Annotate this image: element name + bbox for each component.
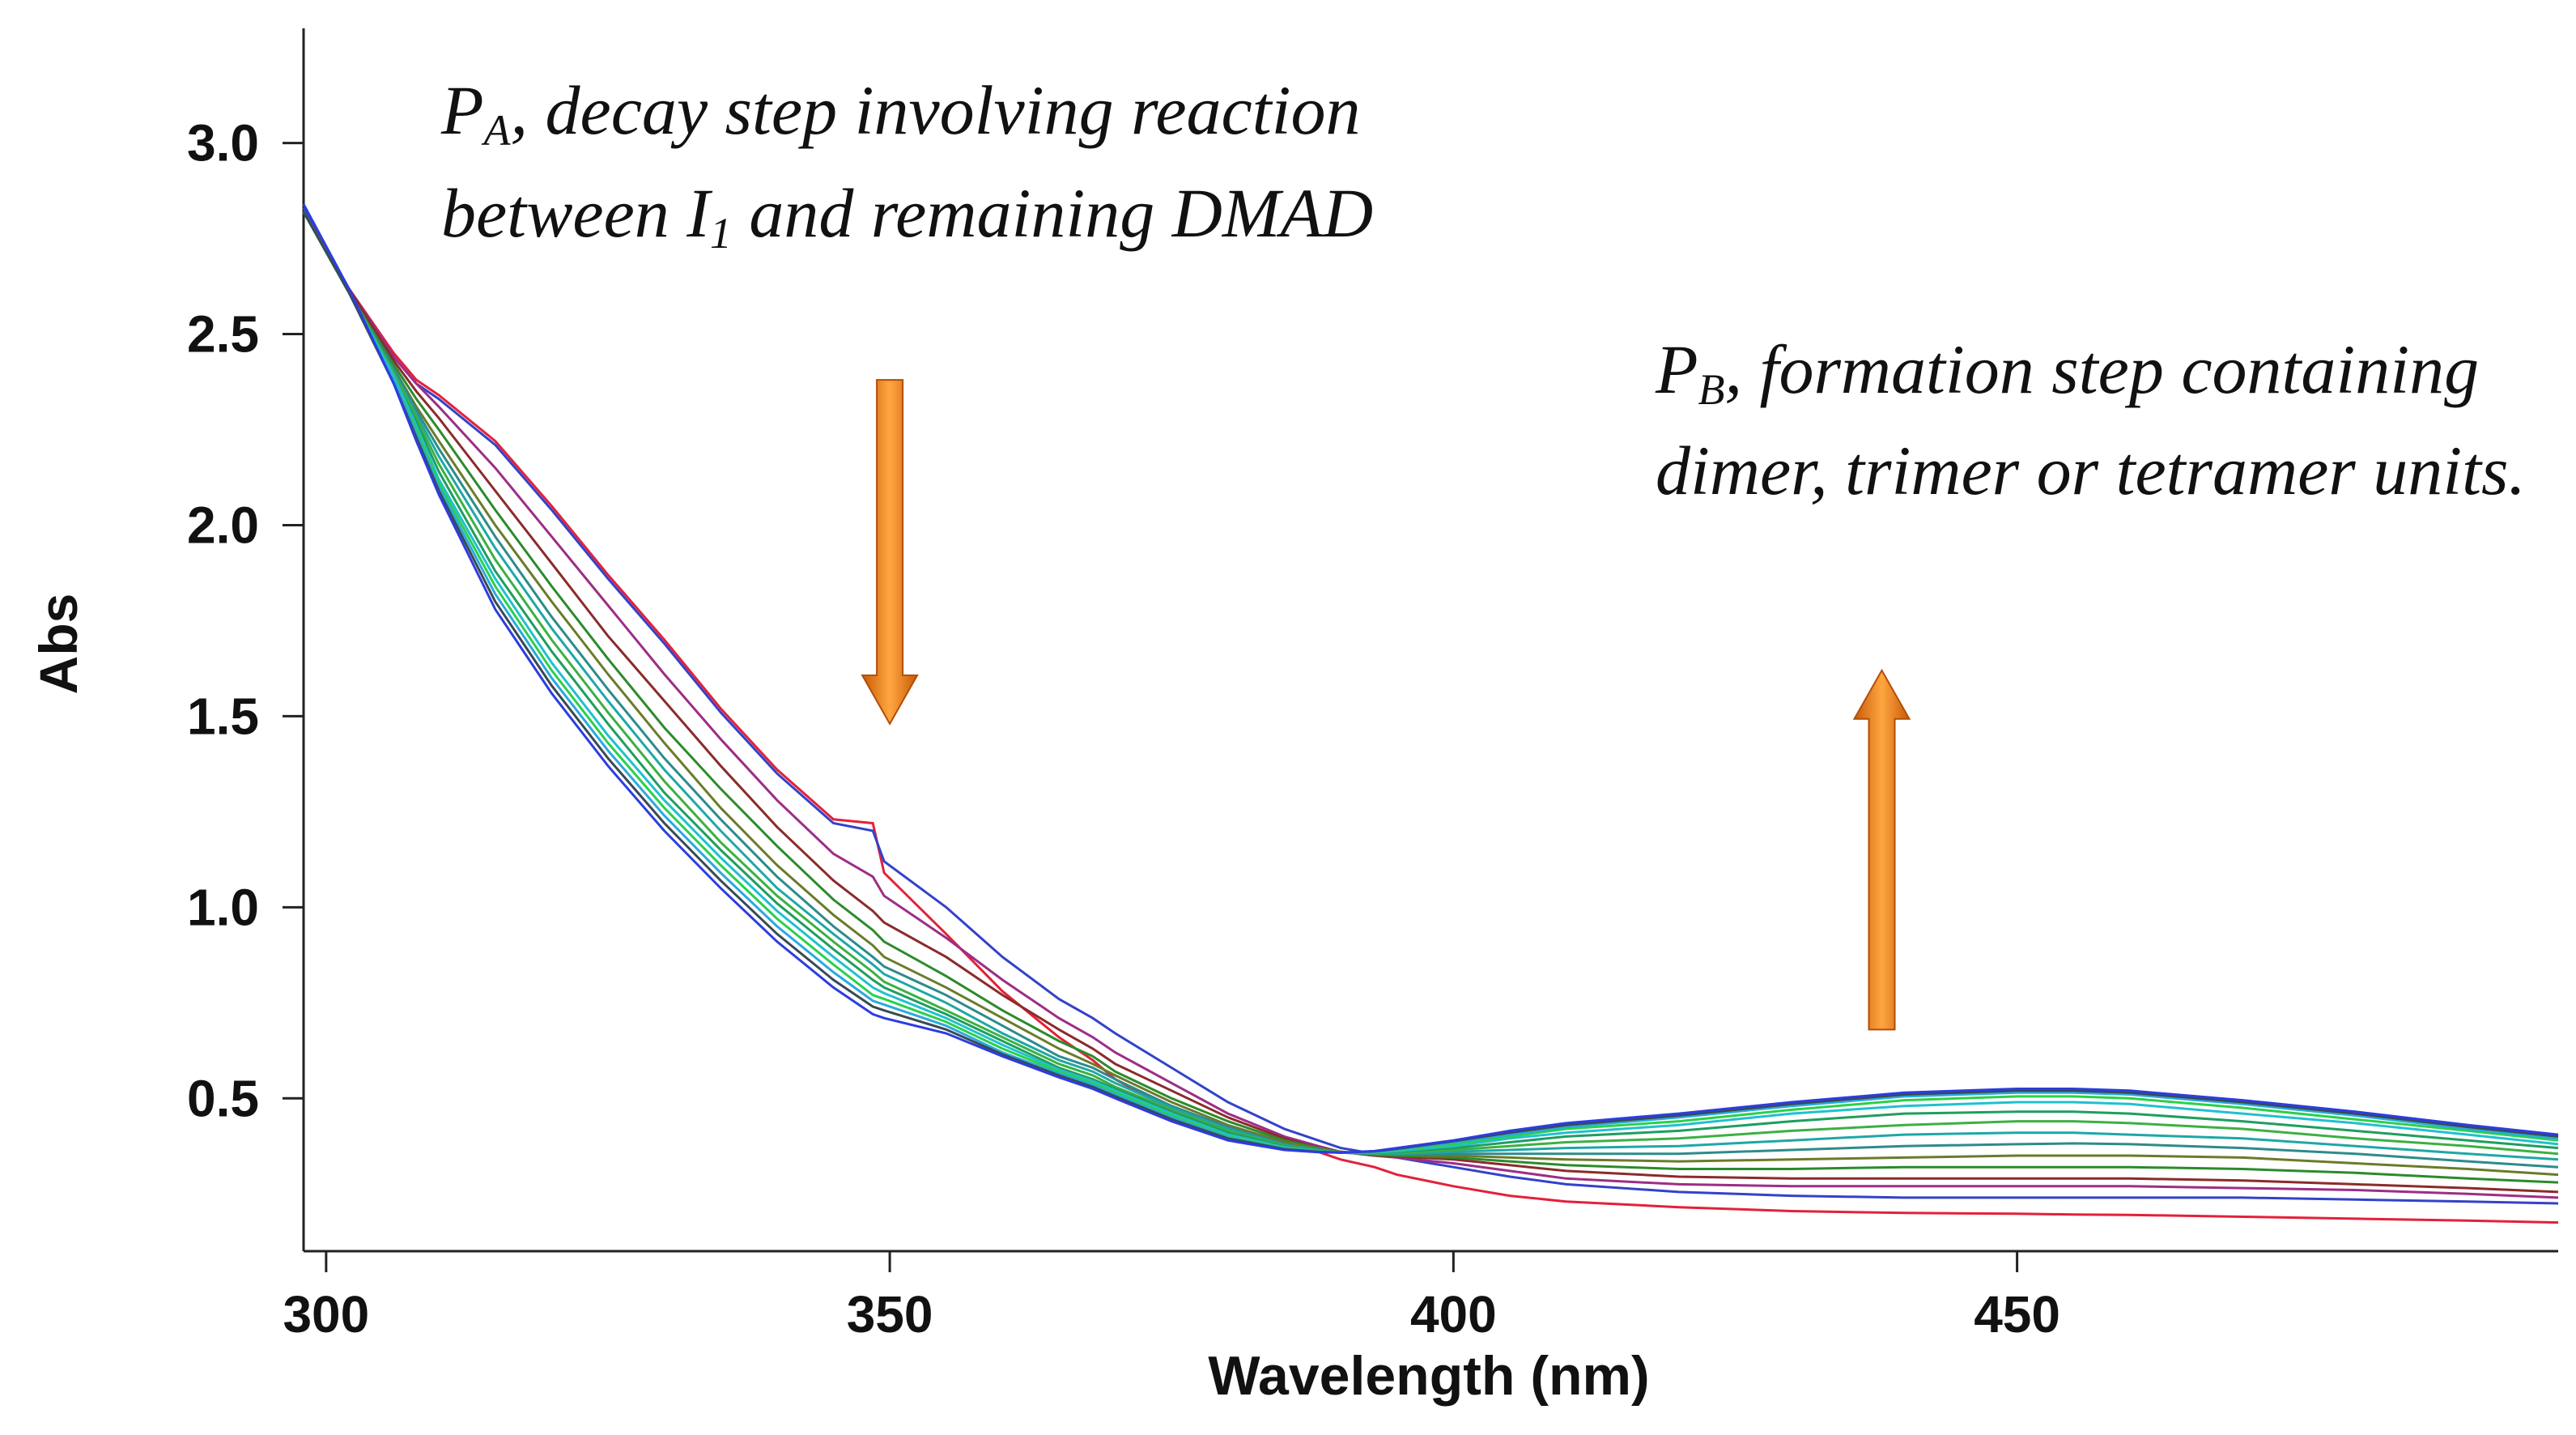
annotation-line: between I1 and remaining DMAD bbox=[441, 174, 1373, 258]
y-axis-title: Abs bbox=[28, 594, 88, 695]
annotation-subscript: 1 bbox=[710, 209, 732, 258]
series-line-t10 bbox=[302, 211, 2559, 1154]
annotation-line: PB, formation step containing bbox=[1655, 330, 2479, 414]
x-tick-label: 350 bbox=[847, 1285, 933, 1343]
series-line-t5 bbox=[302, 211, 2559, 1177]
series-line-t2 bbox=[302, 211, 2559, 1199]
series-line-t14 bbox=[302, 203, 2559, 1154]
annotation-subscript: A bbox=[482, 106, 512, 155]
x-tick-label: 300 bbox=[283, 1285, 369, 1343]
series-line-t1 bbox=[302, 207, 2559, 1205]
y-tick-label: 1.0 bbox=[187, 878, 259, 936]
axes bbox=[302, 28, 2558, 1253]
decay-arrow bbox=[861, 379, 919, 726]
annotation-text: , decay step involving reaction bbox=[511, 71, 1361, 149]
series-line-t4 bbox=[302, 211, 2559, 1184]
x-ticks: 300 350 400 450 bbox=[283, 1251, 2060, 1343]
y-tick-label: 2.0 bbox=[187, 496, 259, 554]
x-tick-label: 400 bbox=[1410, 1285, 1497, 1343]
annotation-text: between I bbox=[441, 174, 712, 252]
series-line-t9 bbox=[302, 211, 2559, 1155]
x-axis-title: Wavelength (nm) bbox=[1208, 1345, 1649, 1407]
y-tick-label: 2.5 bbox=[187, 305, 259, 364]
series-line-t8 bbox=[302, 211, 2559, 1156]
series-line-t11 bbox=[302, 211, 2559, 1154]
annotation-pa: PA, decay step involving reaction between… bbox=[440, 71, 1373, 258]
arrows bbox=[861, 379, 1911, 1031]
spectra bbox=[302, 203, 2559, 1224]
y-ticks: 0.5 1.0 1.5 2.0 2.5 3.0 bbox=[187, 114, 304, 1127]
y-tick-label: 1.5 bbox=[187, 687, 259, 745]
annotation-pb: PB, formation step containing dimer, trim… bbox=[1655, 330, 2526, 509]
annotation-text: P bbox=[440, 71, 484, 149]
annotation-subscript: B bbox=[1698, 365, 1725, 414]
series-line-t6 bbox=[302, 211, 2559, 1169]
series-line-t3 bbox=[302, 211, 2559, 1194]
x-tick-label: 450 bbox=[1974, 1285, 2060, 1343]
series-line-t13 bbox=[302, 211, 2559, 1154]
annotation-text: dimer, trimer or tetramer units. bbox=[1656, 432, 2526, 509]
series-line-t12 bbox=[302, 211, 2559, 1154]
formation-arrow bbox=[1852, 668, 1911, 1031]
series-line-t7 bbox=[302, 211, 2559, 1161]
annotation-text: and remaining DMAD bbox=[732, 174, 1373, 252]
y-tick-label: 0.5 bbox=[187, 1069, 259, 1127]
annotation-text: , formation step containing bbox=[1725, 330, 2480, 408]
y-tick-label: 3.0 bbox=[187, 114, 259, 172]
annotation-line: PA, decay step involving reaction bbox=[440, 71, 1361, 155]
annotation-text: P bbox=[1655, 330, 1698, 408]
annotation-line: dimer, trimer or tetramer units. bbox=[1656, 432, 2526, 509]
